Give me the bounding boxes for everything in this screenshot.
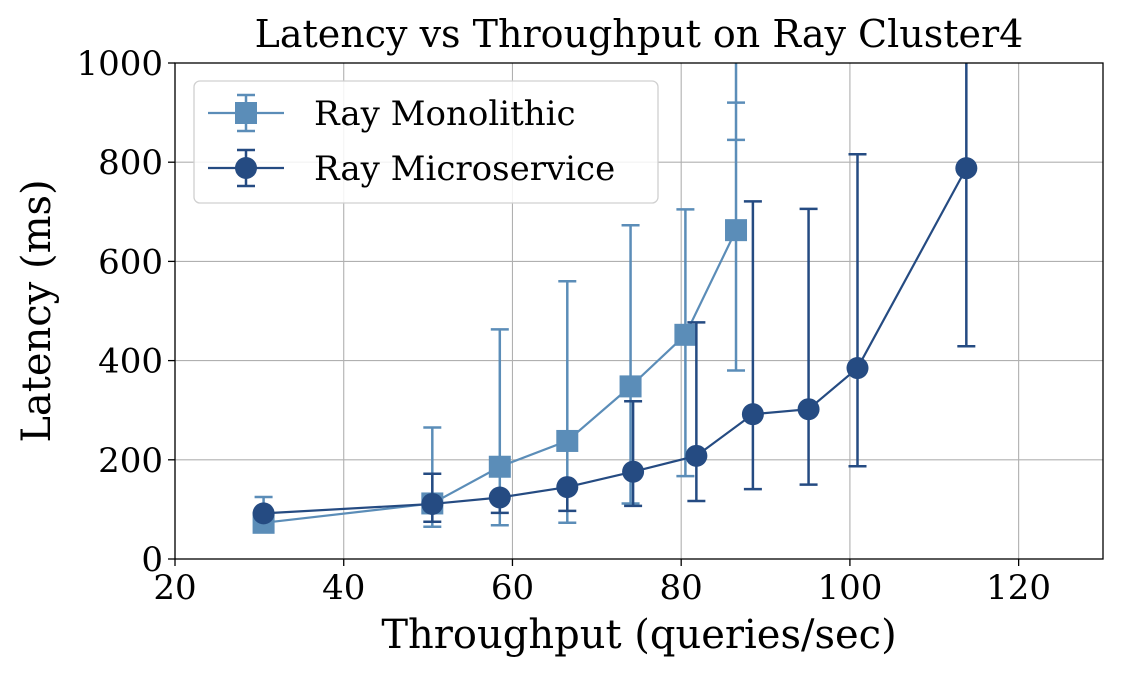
data-point <box>955 157 978 180</box>
chart-title: Latency vs Throughput on Ray Cluster4 <box>255 12 1024 56</box>
legend-label: Ray Monolithic <box>314 94 576 134</box>
y-tick-label: 800 <box>98 143 163 183</box>
x-tick-label: 20 <box>153 568 196 608</box>
series-layer <box>252 63 978 534</box>
x-tick-label: 120 <box>986 568 1051 608</box>
series-ray-microservice <box>252 63 978 525</box>
legend-box <box>193 80 659 204</box>
data-point <box>252 502 275 525</box>
x-tick-label: 100 <box>817 568 882 608</box>
x-tick-label: 40 <box>322 568 365 608</box>
y-tick-label: 600 <box>98 242 163 282</box>
series-line <box>263 167 968 515</box>
data-point <box>488 455 511 478</box>
y-tick-label: 0 <box>141 540 163 580</box>
y-tick-label: 200 <box>98 441 163 481</box>
data-point <box>622 460 645 483</box>
data-point <box>741 403 764 426</box>
legend-marker <box>235 102 257 124</box>
x-tick-label: 60 <box>491 568 534 608</box>
plot-frame <box>174 62 1104 560</box>
data-point <box>421 492 444 515</box>
x-axis-label: Throughput (queries/sec) <box>381 612 896 658</box>
data-point <box>674 323 697 346</box>
y-tick-label: 1000 <box>76 44 163 84</box>
y-tick-label: 400 <box>98 342 163 382</box>
data-point <box>619 375 642 398</box>
data-point <box>488 486 511 509</box>
legend-label: Ray Microservice <box>314 149 615 189</box>
legend: Ray Monolithic Ray Microservice <box>193 80 659 204</box>
axis-ticks: 20 40 60 80 100 120 0 200 400 600 800 1000 <box>76 44 1051 608</box>
data-point <box>556 429 579 452</box>
legend-entry-ray-microservice: Ray Microservice <box>208 148 615 189</box>
legend-entry-ray-monolithic: Ray Monolithic <box>208 93 576 134</box>
data-point <box>846 357 869 380</box>
data-point <box>797 398 820 421</box>
data-point <box>725 219 748 242</box>
data-point <box>556 476 579 499</box>
data-point <box>685 444 708 467</box>
x-tick-label: 80 <box>660 568 703 608</box>
y-axis-label: Latency (ms) <box>14 179 60 442</box>
legend-marker <box>235 157 257 179</box>
